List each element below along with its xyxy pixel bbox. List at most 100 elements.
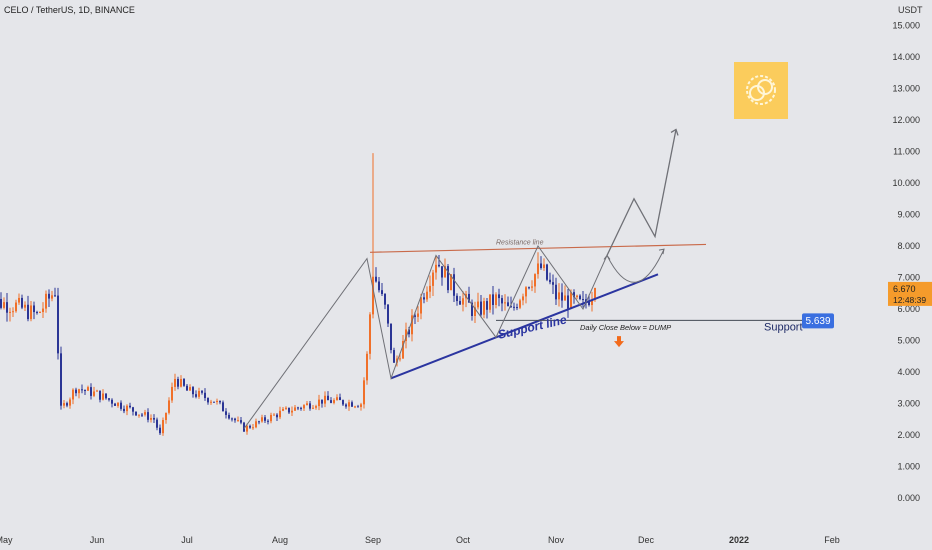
candle-body <box>96 390 98 392</box>
support-price-badge: 5.639 <box>802 313 834 329</box>
candle-body <box>279 410 281 418</box>
candle-body <box>327 395 329 401</box>
candle-body <box>0 298 2 308</box>
price-tick-label: 11.000 <box>893 147 920 157</box>
candle-body <box>6 302 8 313</box>
candle-body <box>255 421 257 428</box>
candle-body <box>249 425 251 428</box>
candle-body <box>168 400 170 413</box>
resistance-line-label: Resistance line <box>496 239 544 246</box>
time-tick-label: May <box>0 535 13 545</box>
candle-body <box>150 417 152 420</box>
candle-body <box>291 410 293 413</box>
candle-body <box>528 287 530 289</box>
support-trendline <box>390 273 659 380</box>
candle-body <box>267 420 269 422</box>
candle-body <box>348 402 350 407</box>
candle-body <box>207 398 209 403</box>
resistance-line <box>369 243 707 253</box>
candle-body <box>132 407 134 412</box>
candle-body <box>72 389 74 400</box>
candle-body <box>216 400 218 403</box>
symbol-title[interactable]: CELO / TetherUS, 1D, BINANCE <box>4 5 135 15</box>
time-tick-label: Jun <box>90 535 105 545</box>
price-tick-label: 2.000 <box>897 430 920 440</box>
candle-body <box>195 394 197 397</box>
candle-body <box>318 399 320 407</box>
candle-body <box>120 402 122 409</box>
candle-body <box>129 405 131 408</box>
candle-body <box>147 412 149 420</box>
candle-body <box>579 295 581 300</box>
candle-body <box>231 418 233 420</box>
candle-body <box>21 297 23 308</box>
candle-body <box>336 397 338 401</box>
time-tick-label: Jul <box>181 535 193 545</box>
candle-body <box>177 378 179 387</box>
candle-body <box>309 403 311 409</box>
price-tick-label: 8.000 <box>897 241 920 251</box>
candle-body <box>375 276 377 282</box>
candle-body <box>468 293 470 303</box>
candle-body <box>237 420 239 422</box>
candle-body <box>354 406 356 408</box>
candle-body <box>78 389 80 394</box>
time-tick-label: Nov <box>548 535 565 545</box>
candle-body <box>534 274 536 287</box>
candle-body <box>213 401 215 403</box>
candle-body <box>573 292 575 298</box>
candle-body <box>441 266 443 278</box>
time-tick-label: Feb <box>824 535 840 545</box>
candle-body <box>594 287 596 300</box>
candle-body <box>93 391 95 396</box>
candle-body <box>99 390 101 400</box>
currency-label: USDT <box>898 5 923 15</box>
candle-body <box>417 313 419 317</box>
time-tick-label: Oct <box>456 535 471 545</box>
candle-body <box>90 387 92 396</box>
candle-body <box>543 264 545 269</box>
candle-body <box>345 404 347 407</box>
candle-body <box>123 408 125 412</box>
candle-body <box>516 307 518 309</box>
candle-body <box>366 353 368 381</box>
candle-body <box>153 417 155 420</box>
candle-body <box>204 392 206 399</box>
time-tick-label: 2022 <box>729 535 749 545</box>
candle-body <box>489 294 491 310</box>
candle-body <box>498 294 500 299</box>
projection-arrowhead <box>670 128 679 136</box>
candle-body <box>402 341 404 359</box>
candle-body <box>399 358 401 360</box>
candle-body <box>546 264 548 280</box>
candlestick-series <box>0 153 596 436</box>
candle-body <box>513 306 515 308</box>
candle-body <box>66 403 68 406</box>
candle-body <box>24 304 26 308</box>
candle-body <box>57 295 59 354</box>
projection-path <box>606 129 677 256</box>
price-tick-label: 10.000 <box>892 178 920 188</box>
candle-body <box>87 387 89 391</box>
candle-body <box>54 295 56 297</box>
candle-body <box>381 290 383 294</box>
candle-body <box>219 400 221 403</box>
candle-body <box>285 407 287 409</box>
candle-body <box>126 405 128 412</box>
candle-body <box>555 284 557 300</box>
price-tick-label: 4.000 <box>897 367 920 377</box>
candle-body <box>240 420 242 423</box>
price-tick-label: 0.000 <box>897 493 920 503</box>
candle-body <box>258 421 260 423</box>
candle-body <box>276 414 278 418</box>
candle-body <box>183 379 185 386</box>
candle-body <box>507 302 509 307</box>
candle-body <box>393 350 395 363</box>
candle-body <box>456 295 458 302</box>
candle-body <box>63 403 65 406</box>
price-axis[interactable]: USDT 15.000 14.000 13.000 12.000 11.000 10.00… <box>892 5 923 503</box>
candle-body <box>492 294 494 305</box>
time-axis[interactable]: May Jun Jul Aug Sep Oct Nov Dec 2022 Feb <box>0 535 840 545</box>
